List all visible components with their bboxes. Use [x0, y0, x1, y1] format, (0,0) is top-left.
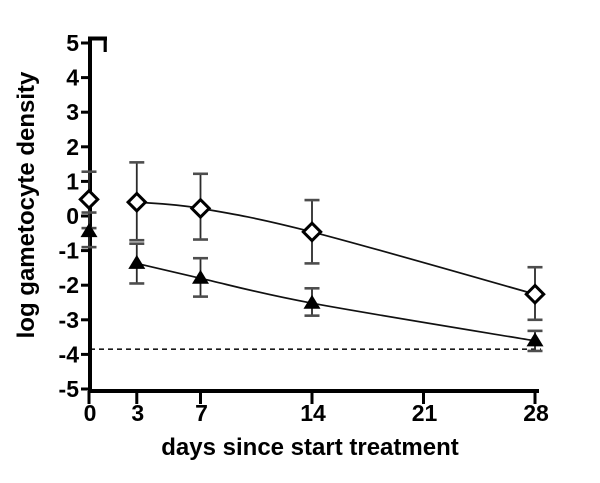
diamond-marker — [524, 283, 546, 306]
triangle-marker — [80, 223, 98, 238]
series-filled-triangle-group — [80, 211, 544, 353]
x-tick-label: 21 — [412, 400, 438, 426]
x-axis-title: days since start treatment — [161, 434, 458, 461]
y-tick-label: -2 — [59, 272, 79, 298]
y-tick-label: -3 — [59, 307, 79, 333]
x-tick-label: 3 — [131, 400, 144, 426]
y-tick-label: 3 — [66, 99, 79, 125]
y-axis-title: log gametocyte density — [13, 71, 40, 338]
series-open-diamond-group — [78, 161, 546, 322]
diamond-marker — [301, 221, 323, 243]
x-tick-label: 14 — [300, 400, 326, 426]
x-tick-label: 28 — [523, 400, 549, 426]
x-tick-label: 0 — [84, 400, 97, 426]
y-tick-label: 1 — [66, 168, 79, 194]
axes — [81, 36, 539, 404]
x-tick-label: 7 — [195, 400, 208, 426]
y-tick-label: 5 — [66, 30, 79, 56]
triangle-marker — [192, 269, 209, 284]
triangle-marker — [128, 254, 146, 269]
y-tick-label: 0 — [66, 203, 79, 229]
y-tick-label: -4 — [59, 341, 80, 367]
diamond-marker — [78, 188, 100, 211]
y-tick-label: -1 — [59, 238, 80, 264]
y-tick-label: 4 — [66, 65, 79, 91]
diamond-marker — [125, 191, 148, 213]
triangle-marker — [303, 294, 321, 309]
fit-curve-open-diamond-group — [136, 201, 536, 296]
y-tick-label: -5 — [59, 376, 80, 402]
fit-curve-filled-triangle-group — [136, 262, 536, 342]
diamond-marker — [189, 197, 212, 220]
triangle-marker — [526, 332, 544, 347]
y-tick-label: 2 — [66, 134, 79, 160]
